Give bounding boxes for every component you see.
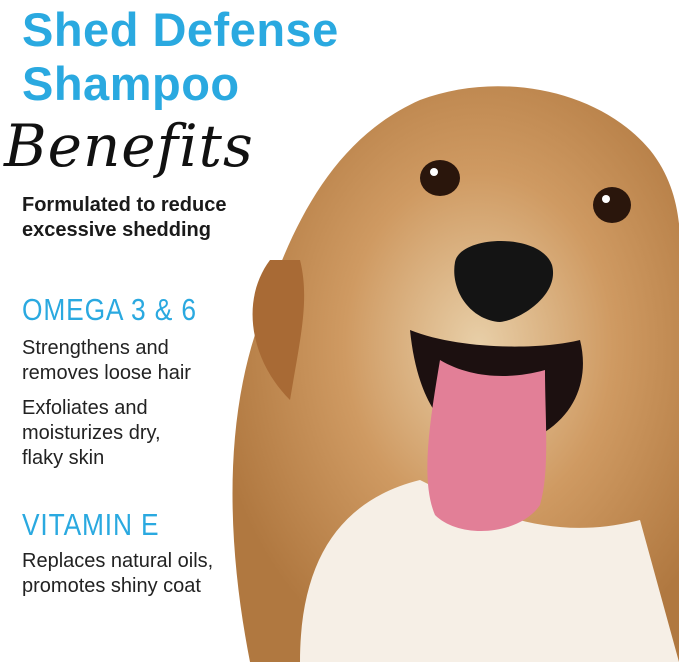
- subtitle-line: excessive shedding: [22, 219, 211, 241]
- point-line: Replaces natural oils,: [22, 550, 214, 572]
- subtitle: Formulated to reduce excessive shedding: [22, 193, 226, 243]
- script-heading: Benefits: [4, 112, 254, 180]
- vitamin-e-point: Replaces natural oils, promotes shiny co…: [22, 549, 213, 599]
- point-line: promotes shiny coat: [22, 575, 201, 597]
- omega-heading: OMEGA 3 & 6: [22, 292, 197, 327]
- point-line: moisturizes dry,: [22, 422, 161, 444]
- point-line: removes loose hair: [22, 362, 191, 384]
- subtitle-line: Formulated to reduce: [22, 194, 227, 216]
- vitamin-e-heading: VITAMIN E: [22, 507, 160, 542]
- point-line: flaky skin: [22, 447, 105, 469]
- omega-point-2: Exfoliates and moisturizes dry, flaky sk…: [22, 396, 161, 471]
- title-line-1: Shed Defense: [22, 3, 339, 56]
- point-line: Exfoliates and: [22, 397, 148, 419]
- title-line-2: Shampoo: [22, 57, 240, 110]
- omega-point-1: Strengthens and removes loose hair: [22, 336, 191, 386]
- point-line: Strengthens and: [22, 337, 169, 359]
